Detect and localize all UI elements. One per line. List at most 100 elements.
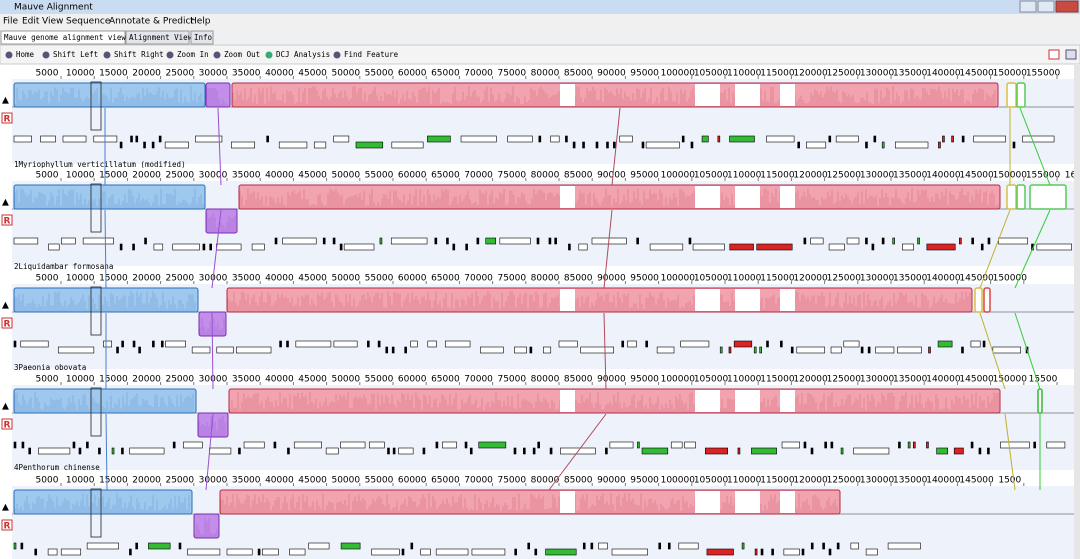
ruler-label: 40000: [265, 274, 294, 284]
ruler-label: 110000: [727, 69, 762, 79]
feature: [435, 548, 469, 556]
ruler-label: 60000: [398, 69, 427, 79]
ruler-label: 80000: [531, 69, 560, 79]
feature: [377, 340, 381, 348]
feature: [34, 548, 38, 556]
feature: [754, 548, 758, 556]
ruler-label: 1600: [1065, 171, 1080, 181]
ruler-label: 85000: [564, 69, 593, 79]
ruler-label: 75000: [497, 476, 526, 486]
toolbar-icon[interactable]: [42, 51, 50, 59]
ruler-label: 145000: [959, 69, 994, 79]
gap: [560, 390, 575, 412]
minimize-button[interactable]: [1019, 0, 1037, 13]
menu-item[interactable]: Sequence: [66, 17, 111, 27]
ruler-label: 1500: [998, 476, 1021, 486]
feature: [485, 237, 497, 245]
tab[interactable]: [125, 30, 190, 45]
menu-item[interactable]: View: [42, 17, 63, 27]
lcb-block-blue: [13, 82, 206, 108]
toolbar-icon[interactable]: [213, 51, 221, 59]
reverse-button[interactable]: [1, 317, 13, 329]
ruler-label: 110000: [727, 375, 762, 385]
toolbar-button[interactable]: Zoom Out: [224, 50, 260, 59]
feature: [471, 548, 506, 556]
reverse-label[interactable]: R: [4, 115, 11, 125]
gap: [560, 491, 575, 513]
reverse-button[interactable]: [1, 214, 13, 226]
feature: [790, 346, 794, 354]
gap: [780, 289, 795, 311]
feature: [649, 243, 684, 251]
menu-item[interactable]: Annotate & Predict: [109, 17, 194, 27]
feature: [273, 441, 277, 449]
lcb-block-small: [1016, 82, 1026, 108]
menu-item[interactable]: Help: [190, 17, 211, 27]
toolbar-icon[interactable]: [5, 51, 13, 59]
ruler-label: 60000: [398, 171, 427, 181]
panel-bg: [12, 168, 1080, 266]
feature: [282, 237, 317, 245]
feature: [554, 237, 557, 245]
reverse-label[interactable]: R: [4, 421, 11, 431]
toolbar-button[interactable]: Shift Left: [53, 50, 98, 59]
gap: [695, 390, 720, 412]
ruler-label: 45000: [298, 69, 327, 79]
lcb-block-purple: [205, 208, 238, 234]
feature: [828, 548, 832, 556]
feature: [667, 542, 671, 550]
feature: [797, 141, 801, 149]
feature: [148, 542, 171, 550]
feature: [61, 237, 76, 245]
ruler-label: 75000: [497, 69, 526, 79]
maximize-button[interactable]: [1037, 0, 1055, 13]
arrow-up: ▲: [2, 402, 9, 412]
feature: [881, 141, 885, 149]
toolbar-icon[interactable]: [103, 51, 111, 59]
toolbar-button[interactable]: DCJ Analysis: [276, 50, 330, 59]
toolbar-button[interactable]: Zoom In: [177, 50, 209, 59]
feature: [737, 447, 741, 455]
tab[interactable]: [0, 30, 126, 45]
feature: [129, 447, 165, 455]
reverse-button[interactable]: [1, 418, 13, 430]
gap: [560, 84, 575, 106]
feature: [13, 340, 17, 348]
reverse-label[interactable]: R: [4, 217, 11, 227]
feature: [645, 340, 648, 348]
ruler-label: 95000: [630, 171, 659, 181]
feature: [40, 135, 56, 143]
feature: [78, 447, 82, 455]
toolbar-button[interactable]: Home: [16, 50, 35, 59]
feature: [379, 237, 383, 245]
feature: [801, 548, 805, 556]
feature: [902, 243, 914, 251]
toolbar-icon[interactable]: [166, 51, 174, 59]
toolbar-icon[interactable]: [265, 51, 273, 59]
menu-item[interactable]: Edit: [22, 17, 40, 27]
ruler-label: 45000: [298, 375, 327, 385]
toolbar-icon[interactable]: [333, 51, 341, 59]
ruler-label: 110000: [727, 476, 762, 486]
feature: [287, 447, 290, 455]
feature: [828, 243, 845, 251]
lcb-block-small: [1037, 388, 1043, 414]
reverse-label[interactable]: R: [4, 320, 11, 330]
feature: [13, 135, 32, 143]
tab[interactable]: [190, 30, 214, 45]
feature: [719, 346, 723, 354]
lcb-block-purple: [193, 513, 220, 539]
ruler-label: 140000: [926, 69, 961, 79]
feature: [875, 346, 895, 354]
reverse-button[interactable]: [1, 519, 13, 531]
feature: [627, 340, 637, 348]
reverse-button[interactable]: [1, 112, 13, 124]
menu-item[interactable]: File: [3, 17, 19, 27]
toolbar-icon[interactable]: [1048, 49, 1060, 60]
feature: [938, 141, 941, 149]
toolbar-button[interactable]: Shift Right: [114, 50, 164, 59]
toolbar-button[interactable]: Find Feature: [344, 50, 399, 59]
reverse-label[interactable]: R: [4, 522, 11, 532]
close-button[interactable]: [1055, 0, 1079, 13]
toolbar-icon[interactable]: [1065, 49, 1077, 60]
